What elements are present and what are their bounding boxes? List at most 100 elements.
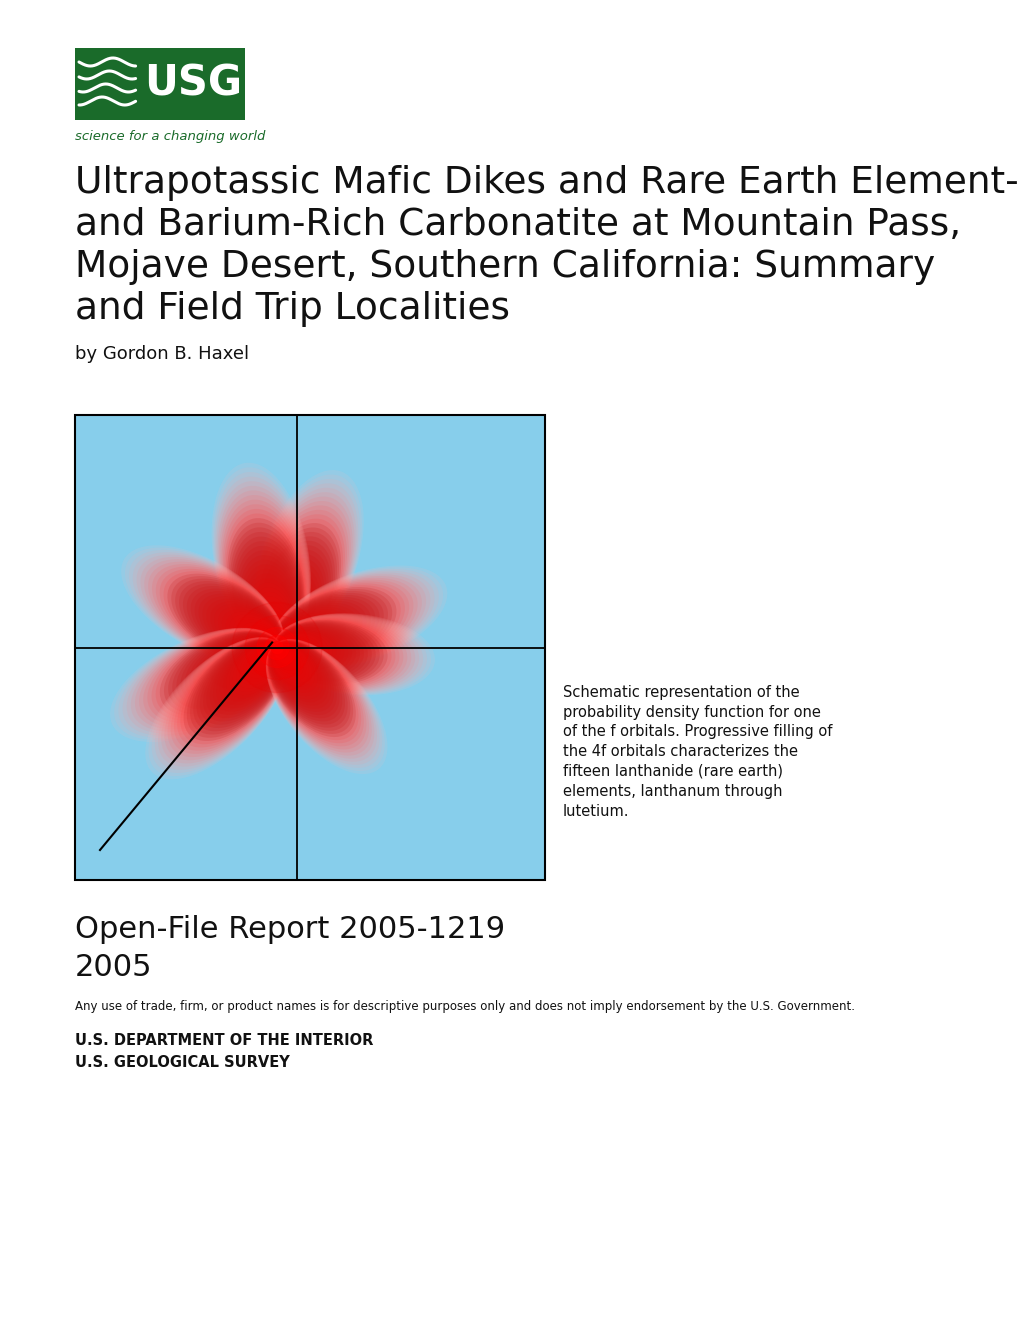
Ellipse shape [272,578,418,668]
Ellipse shape [276,645,284,651]
Ellipse shape [268,642,347,727]
Ellipse shape [263,645,278,661]
Ellipse shape [269,642,277,649]
Ellipse shape [217,486,309,652]
Ellipse shape [177,639,285,747]
Ellipse shape [273,595,379,664]
Ellipse shape [273,591,387,665]
Ellipse shape [267,640,358,741]
Ellipse shape [266,639,379,764]
Ellipse shape [273,616,407,689]
Ellipse shape [265,590,309,649]
Text: U.S. DEPARTMENT OF THE INTERIOR: U.S. DEPARTMENT OF THE INTERIOR [75,1034,373,1048]
Ellipse shape [254,492,355,653]
Ellipse shape [268,640,353,734]
Ellipse shape [160,569,283,661]
Ellipse shape [246,644,280,678]
Ellipse shape [242,623,279,653]
Ellipse shape [273,601,367,663]
Ellipse shape [213,467,311,653]
Ellipse shape [274,607,354,661]
Ellipse shape [256,645,279,668]
Ellipse shape [253,631,278,652]
Ellipse shape [211,463,311,653]
Circle shape [257,627,297,668]
Ellipse shape [272,583,405,667]
Ellipse shape [214,605,280,657]
Ellipse shape [276,640,301,657]
Ellipse shape [246,626,279,652]
Ellipse shape [257,601,289,649]
Ellipse shape [164,631,282,714]
Text: USGS: USGS [145,63,272,106]
Ellipse shape [265,639,387,774]
Ellipse shape [250,582,293,649]
Ellipse shape [273,618,399,688]
Ellipse shape [274,645,294,667]
Ellipse shape [276,636,312,661]
Ellipse shape [156,566,283,663]
Ellipse shape [176,632,281,708]
Ellipse shape [271,644,314,689]
Ellipse shape [149,638,287,776]
Text: science for a changing world: science for a changing world [75,129,265,143]
Ellipse shape [189,634,281,701]
Ellipse shape [252,643,278,664]
Ellipse shape [148,561,283,663]
Ellipse shape [257,634,278,651]
Bar [75,414,544,880]
Ellipse shape [183,639,285,741]
Ellipse shape [229,643,282,696]
Ellipse shape [233,536,302,651]
Ellipse shape [275,639,282,648]
Ellipse shape [276,638,293,651]
Ellipse shape [271,620,291,648]
Ellipse shape [273,647,277,651]
Ellipse shape [254,487,357,653]
Ellipse shape [260,645,279,665]
Ellipse shape [275,643,278,648]
Circle shape [271,642,283,653]
Ellipse shape [276,640,289,651]
Ellipse shape [275,647,288,660]
Ellipse shape [168,632,281,711]
Ellipse shape [118,628,283,738]
Ellipse shape [246,573,294,649]
Ellipse shape [167,638,286,758]
Ellipse shape [147,630,282,723]
Ellipse shape [271,643,320,696]
Ellipse shape [262,568,320,651]
Ellipse shape [122,628,283,735]
Ellipse shape [271,569,438,669]
Ellipse shape [272,644,309,684]
Ellipse shape [276,647,280,651]
Ellipse shape [265,619,284,648]
Ellipse shape [273,618,403,689]
Ellipse shape [271,634,280,648]
Ellipse shape [273,593,383,665]
Ellipse shape [231,532,303,651]
Ellipse shape [261,562,322,651]
Ellipse shape [143,630,282,725]
Ellipse shape [224,510,306,652]
Ellipse shape [145,638,287,779]
Ellipse shape [244,642,278,668]
Ellipse shape [259,541,332,652]
Text: Mojave Desert, Southern California: Summary: Mojave Desert, Southern California: Summ… [75,249,934,285]
Ellipse shape [275,632,328,667]
Text: and Barium-Rich Carbonatite at Mountain Pass,: and Barium-Rich Carbonatite at Mountain … [75,207,960,243]
Ellipse shape [271,574,426,668]
Ellipse shape [214,638,280,686]
Ellipse shape [200,640,284,725]
Ellipse shape [186,586,281,660]
Ellipse shape [256,515,344,652]
Ellipse shape [275,628,311,655]
Ellipse shape [275,634,324,665]
Ellipse shape [256,644,278,661]
Ellipse shape [273,597,375,664]
Ellipse shape [219,642,283,705]
Ellipse shape [236,545,301,651]
Ellipse shape [197,640,284,729]
Ellipse shape [273,603,362,663]
Ellipse shape [276,645,281,648]
